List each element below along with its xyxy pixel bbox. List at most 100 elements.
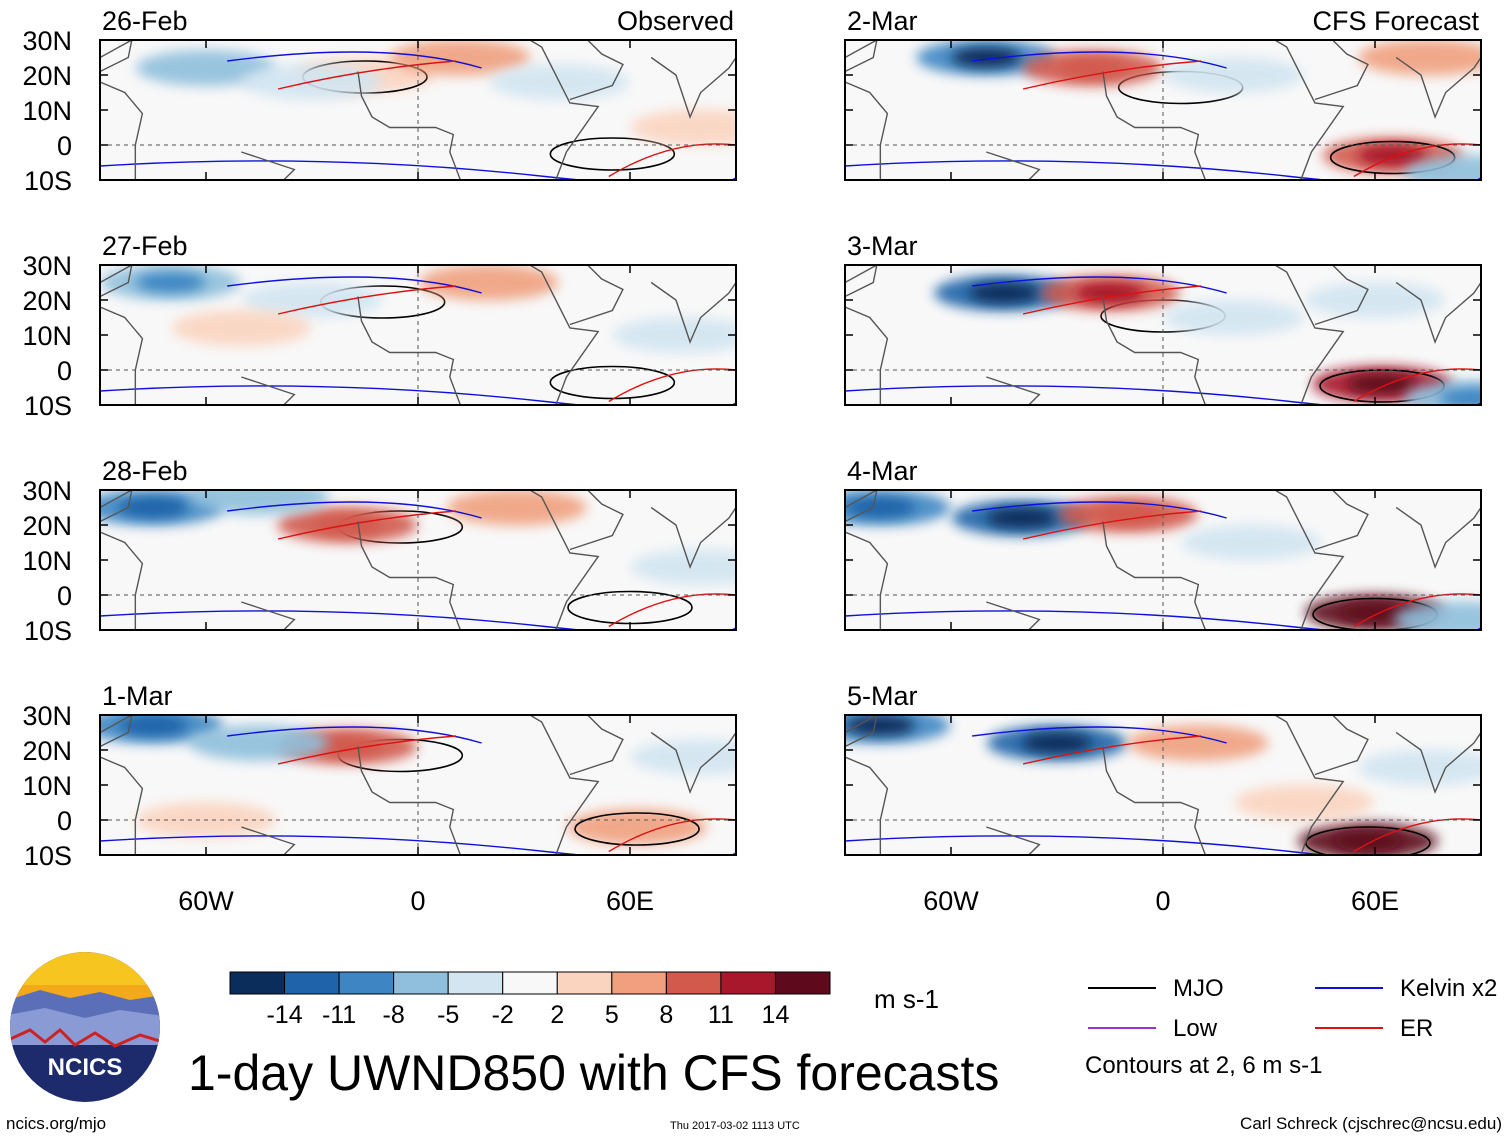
kelvin-contour bbox=[845, 610, 1481, 630]
coastline bbox=[1127, 490, 1345, 630]
anomaly-blob bbox=[189, 490, 329, 515]
anomaly-core bbox=[1438, 388, 1481, 405]
kelvin-contour bbox=[972, 501, 1227, 519]
colorbar-tick-label: -2 bbox=[492, 1001, 514, 1029]
timestamp: Thu 2017-03-02 1113 UTC bbox=[670, 1120, 800, 1132]
coastline bbox=[1102, 521, 1207, 630]
er-contour bbox=[1353, 368, 1481, 403]
anomaly-core bbox=[1075, 283, 1145, 303]
anomaly-blob bbox=[630, 549, 736, 585]
panel-field bbox=[100, 265, 736, 405]
y-tick-label: 0 bbox=[57, 806, 72, 836]
coastline bbox=[357, 296, 462, 405]
panels-group: 30N 20N 10N 0 10S 26-Feb Observed 30N 20N 10N 0 10S… bbox=[22, 6, 1482, 916]
coastline bbox=[100, 756, 144, 855]
panel-field bbox=[845, 265, 1481, 405]
coastline bbox=[650, 506, 736, 569]
y-tick-label: 10S bbox=[24, 391, 72, 421]
panel-date-label: 4-Mar bbox=[847, 456, 918, 486]
coastline bbox=[382, 715, 600, 855]
coastline bbox=[1314, 40, 1369, 101]
contour-note: Contours at 2, 6 m s-1 bbox=[1085, 1052, 1323, 1079]
er-contour bbox=[1353, 593, 1481, 628]
colorbar-swatch bbox=[284, 971, 340, 995]
anomaly-blob bbox=[1403, 155, 1481, 180]
coastline bbox=[1314, 490, 1369, 551]
legend: MJO Kelvin x2 Low ER bbox=[1088, 975, 1497, 1042]
website-link[interactable]: ncics.org/mjo bbox=[6, 1114, 107, 1133]
colorbar-tick-label: 5 bbox=[605, 1001, 619, 1029]
coastline bbox=[357, 71, 462, 180]
legend-label: MJO bbox=[1173, 975, 1224, 1002]
anomaly-core bbox=[951, 47, 1022, 68]
coastline bbox=[1102, 71, 1207, 180]
coastline bbox=[241, 376, 296, 405]
y-tick-label: 20N bbox=[22, 61, 72, 91]
y-tick-label: 20N bbox=[22, 736, 72, 766]
colorbar-swatch bbox=[774, 971, 831, 995]
anomaly-core bbox=[1057, 58, 1128, 78]
colorbar-swatch bbox=[447, 971, 504, 995]
kelvin-contour bbox=[100, 160, 736, 180]
panel-date-label: 2-Mar bbox=[847, 6, 918, 36]
er-contour bbox=[1353, 818, 1481, 853]
anomaly-blob bbox=[1234, 784, 1375, 821]
y-tick-label: 20N bbox=[22, 511, 72, 541]
coastline bbox=[986, 376, 1041, 405]
coastline bbox=[382, 490, 600, 630]
mjo-contour bbox=[574, 812, 700, 846]
anomaly-core bbox=[969, 283, 1039, 303]
anomaly-blob bbox=[1305, 282, 1445, 318]
colorbar-tick-label: 11 bbox=[708, 1001, 734, 1029]
coastline bbox=[100, 40, 133, 73]
coastline bbox=[650, 281, 736, 344]
coastline bbox=[569, 715, 624, 776]
y-tick-label: 10N bbox=[22, 546, 72, 576]
anomaly-blob bbox=[1358, 40, 1481, 76]
kelvin-contour bbox=[972, 726, 1227, 744]
anomaly-blob bbox=[1163, 57, 1304, 93]
coastline bbox=[845, 81, 889, 180]
er-contour bbox=[1022, 60, 1202, 90]
coastline bbox=[845, 265, 878, 298]
kelvin-contour bbox=[845, 835, 1481, 855]
er-contour bbox=[277, 735, 457, 765]
anomaly-blob bbox=[242, 282, 382, 318]
coastline bbox=[100, 490, 133, 523]
panel-date-label: 1-Mar bbox=[102, 681, 173, 711]
panel-date-label: 3-Mar bbox=[847, 231, 918, 261]
x-tick-label: 0 bbox=[1155, 886, 1170, 916]
y-tick-label: 0 bbox=[57, 581, 72, 611]
y-tick-label: 10N bbox=[22, 96, 72, 126]
colorbar-tick-label: 14 bbox=[762, 1001, 790, 1029]
anomaly-blob bbox=[1163, 299, 1304, 336]
anomaly-blob bbox=[390, 40, 531, 76]
panel-date-label: 28-Feb bbox=[102, 456, 188, 486]
panel-field bbox=[100, 40, 736, 180]
legend-label: Low bbox=[1173, 1015, 1218, 1042]
coastline bbox=[382, 265, 600, 405]
anomaly-core bbox=[135, 272, 206, 293]
coastline bbox=[845, 756, 889, 855]
y-tick-label: 20N bbox=[22, 286, 72, 316]
author-credit: Carl Schreck (cjschrec@ncsu.edu) bbox=[1240, 1114, 1502, 1133]
y-tick-label: 10S bbox=[24, 841, 72, 871]
colorbar-swatch bbox=[393, 971, 449, 995]
x-tick-label: 0 bbox=[410, 886, 425, 916]
y-tick-label: 10S bbox=[24, 166, 72, 196]
y-tick-label: 0 bbox=[57, 131, 72, 161]
coastline bbox=[100, 306, 144, 405]
colorbar-tick-label: -5 bbox=[437, 1001, 459, 1029]
coastline bbox=[845, 490, 878, 523]
coastline bbox=[357, 521, 462, 630]
logo-text: NCICS bbox=[48, 1054, 123, 1081]
anomaly-blob bbox=[418, 265, 559, 301]
anomaly-blob bbox=[567, 809, 708, 845]
x-tick-label: 60E bbox=[606, 886, 654, 916]
panel-5-Mar: 60W 0 60E 5-Mar bbox=[844, 681, 1482, 916]
kelvin-contour bbox=[100, 385, 736, 405]
er-contour bbox=[1022, 735, 1202, 765]
anomaly-blob bbox=[171, 310, 312, 346]
anomaly-blob bbox=[1358, 749, 1481, 786]
er-contour bbox=[608, 368, 736, 403]
